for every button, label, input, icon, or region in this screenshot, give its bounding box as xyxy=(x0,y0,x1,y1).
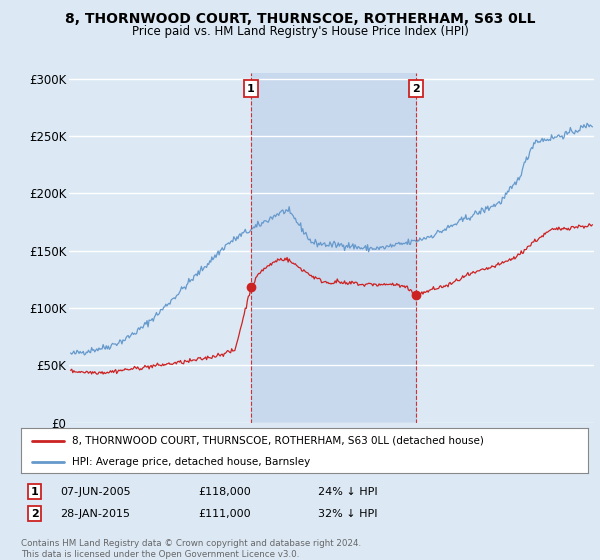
Text: 24% ↓ HPI: 24% ↓ HPI xyxy=(318,487,377,497)
Text: £111,000: £111,000 xyxy=(198,508,251,519)
Text: 28-JAN-2015: 28-JAN-2015 xyxy=(60,508,130,519)
Bar xyxy=(251,73,416,423)
Text: 2: 2 xyxy=(31,508,38,519)
Text: 32% ↓ HPI: 32% ↓ HPI xyxy=(318,508,377,519)
Text: Price paid vs. HM Land Registry's House Price Index (HPI): Price paid vs. HM Land Registry's House … xyxy=(131,25,469,38)
Text: 8, THORNWOOD COURT, THURNSCOE, ROTHERHAM, S63 0LL: 8, THORNWOOD COURT, THURNSCOE, ROTHERHAM… xyxy=(65,12,535,26)
Text: £118,000: £118,000 xyxy=(198,487,251,497)
Text: 8, THORNWOOD COURT, THURNSCOE, ROTHERHAM, S63 0LL (detached house): 8, THORNWOOD COURT, THURNSCOE, ROTHERHAM… xyxy=(72,436,484,446)
Text: Contains HM Land Registry data © Crown copyright and database right 2024.
This d: Contains HM Land Registry data © Crown c… xyxy=(21,539,361,559)
Text: HPI: Average price, detached house, Barnsley: HPI: Average price, detached house, Barn… xyxy=(72,457,310,467)
Text: 07-JUN-2005: 07-JUN-2005 xyxy=(60,487,131,497)
Text: 1: 1 xyxy=(31,487,38,497)
Text: 2: 2 xyxy=(412,83,419,94)
Text: 1: 1 xyxy=(247,83,255,94)
